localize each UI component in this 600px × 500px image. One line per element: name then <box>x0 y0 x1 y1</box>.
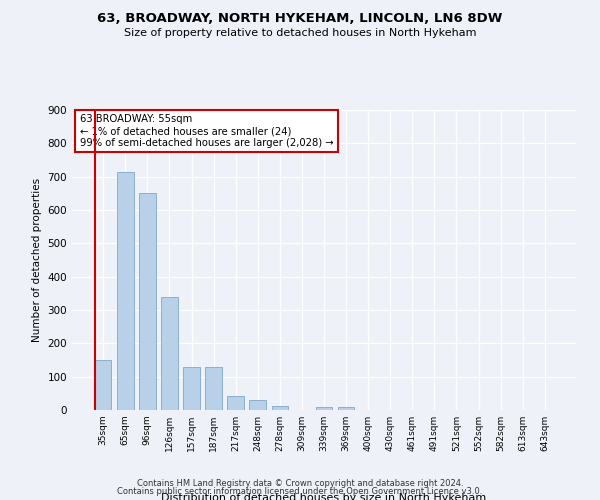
Text: 63, BROADWAY, NORTH HYKEHAM, LINCOLN, LN6 8DW: 63, BROADWAY, NORTH HYKEHAM, LINCOLN, LN… <box>97 12 503 26</box>
Bar <box>183 368 200 410</box>
Bar <box>95 360 112 410</box>
X-axis label: Distribution of detached houses by size in North Hykeham: Distribution of detached houses by size … <box>161 493 487 500</box>
Bar <box>139 194 155 410</box>
Text: 63 BROADWAY: 55sqm
← 1% of detached houses are smaller (24)
99% of semi-detached: 63 BROADWAY: 55sqm ← 1% of detached hous… <box>80 114 333 148</box>
Text: Size of property relative to detached houses in North Hykeham: Size of property relative to detached ho… <box>124 28 476 38</box>
Text: Contains HM Land Registry data © Crown copyright and database right 2024.: Contains HM Land Registry data © Crown c… <box>137 478 463 488</box>
Bar <box>250 400 266 410</box>
Bar <box>227 396 244 410</box>
Text: Contains public sector information licensed under the Open Government Licence v3: Contains public sector information licen… <box>118 487 482 496</box>
Bar <box>338 408 355 410</box>
Y-axis label: Number of detached properties: Number of detached properties <box>32 178 42 342</box>
Bar <box>316 408 332 410</box>
Bar <box>117 172 134 410</box>
Bar <box>205 368 222 410</box>
Bar <box>161 298 178 410</box>
Bar <box>272 406 288 410</box>
